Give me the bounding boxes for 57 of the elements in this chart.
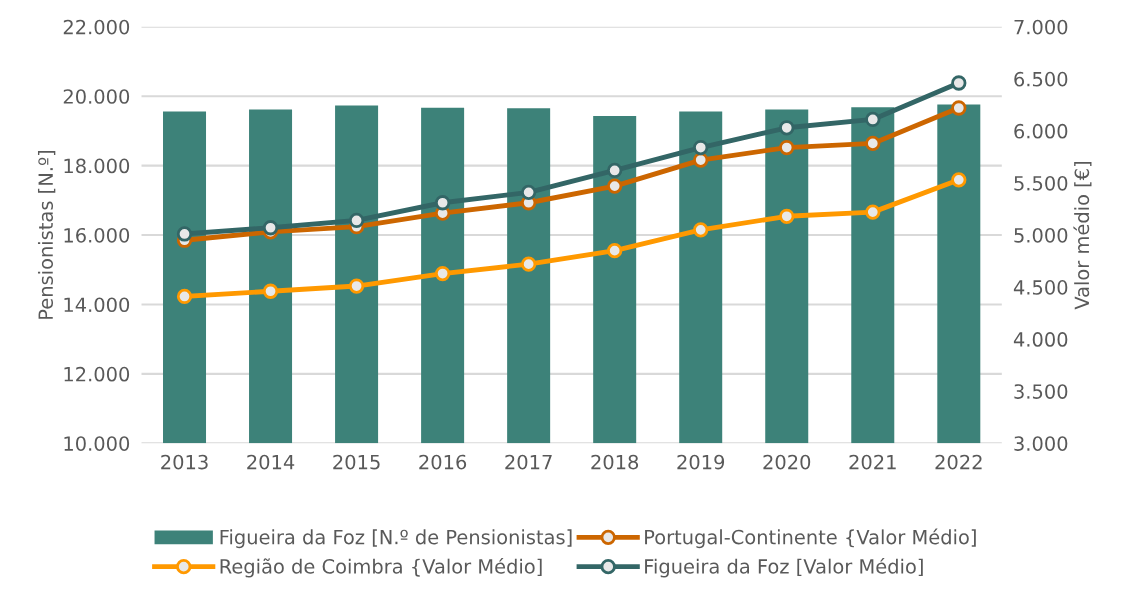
y2-tick-label: 4.500 (1013, 280, 1068, 295)
y2-tick-label: 3.500 (1014, 384, 1068, 399)
x-tick-label: 2018 (591, 454, 639, 470)
y-tick-label: 14.000 (64, 297, 130, 313)
y-tick-label: 10.000 (64, 436, 130, 451)
y-tick-label: 18.000 (64, 158, 130, 174)
x-tick-label: 2019 (677, 454, 725, 470)
point (176, 288, 193, 305)
y2-tick-label: 6.500 (1014, 71, 1068, 87)
x-tick-label: 2016 (419, 454, 467, 470)
x-tick-label: 2021 (849, 454, 896, 470)
point (865, 111, 881, 128)
point (176, 226, 193, 242)
x-tick-label: 2017 (505, 454, 552, 470)
y2-tick-label: 4.000 (1013, 332, 1068, 347)
point (865, 135, 881, 152)
y-tick-label: 12.000 (64, 366, 130, 382)
point (434, 195, 451, 211)
point (865, 204, 881, 220)
point (262, 283, 279, 299)
y2-tick-label: 6.000 (1014, 123, 1068, 139)
point (951, 75, 967, 91)
x-tick-label: 2020 (763, 454, 811, 470)
y-axis-title: Pensionistas [N.º] (37, 150, 56, 319)
legend-label: Região de Coimbra {Valor Médio] (220, 557, 542, 578)
y-tick-label: 22.000 (63, 19, 130, 35)
y-tick-label: 16.000 (64, 227, 130, 243)
point (607, 243, 623, 259)
x-tick-label: 2014 (247, 454, 295, 470)
point (779, 120, 795, 136)
point (951, 100, 967, 116)
y2-tick-label: 7.000 (1014, 19, 1068, 35)
point (434, 265, 451, 282)
legend-label: Portugal-Continente {Valor Médio] (645, 528, 976, 549)
point (779, 139, 795, 156)
y2-axis-title: Valor médio [€] (1073, 161, 1092, 310)
point (521, 256, 537, 272)
point (951, 172, 967, 188)
point (262, 220, 279, 236)
point (693, 152, 709, 168)
point (348, 212, 365, 229)
point (348, 278, 365, 294)
x-tick-label: 2022 (935, 454, 982, 470)
point (521, 184, 537, 200)
point (779, 208, 795, 224)
y2-tick-label: 3.000 (1014, 436, 1068, 451)
point (693, 139, 709, 156)
y2-tick-label: 5.500 (1014, 175, 1068, 191)
legend-label: Figueira da Foz [Valor Médio] (645, 557, 923, 578)
x-tick-label: 2013 (161, 454, 208, 470)
legend-label: Figueira da Foz [N.º de Pensionistas] (220, 529, 572, 549)
point (693, 222, 709, 238)
y-tick-label: 20.000 (63, 89, 130, 104)
point (607, 162, 623, 179)
point (607, 178, 623, 194)
y2-tick-label: 5.000 (1014, 227, 1068, 243)
x-tick-label: 2015 (333, 454, 380, 470)
